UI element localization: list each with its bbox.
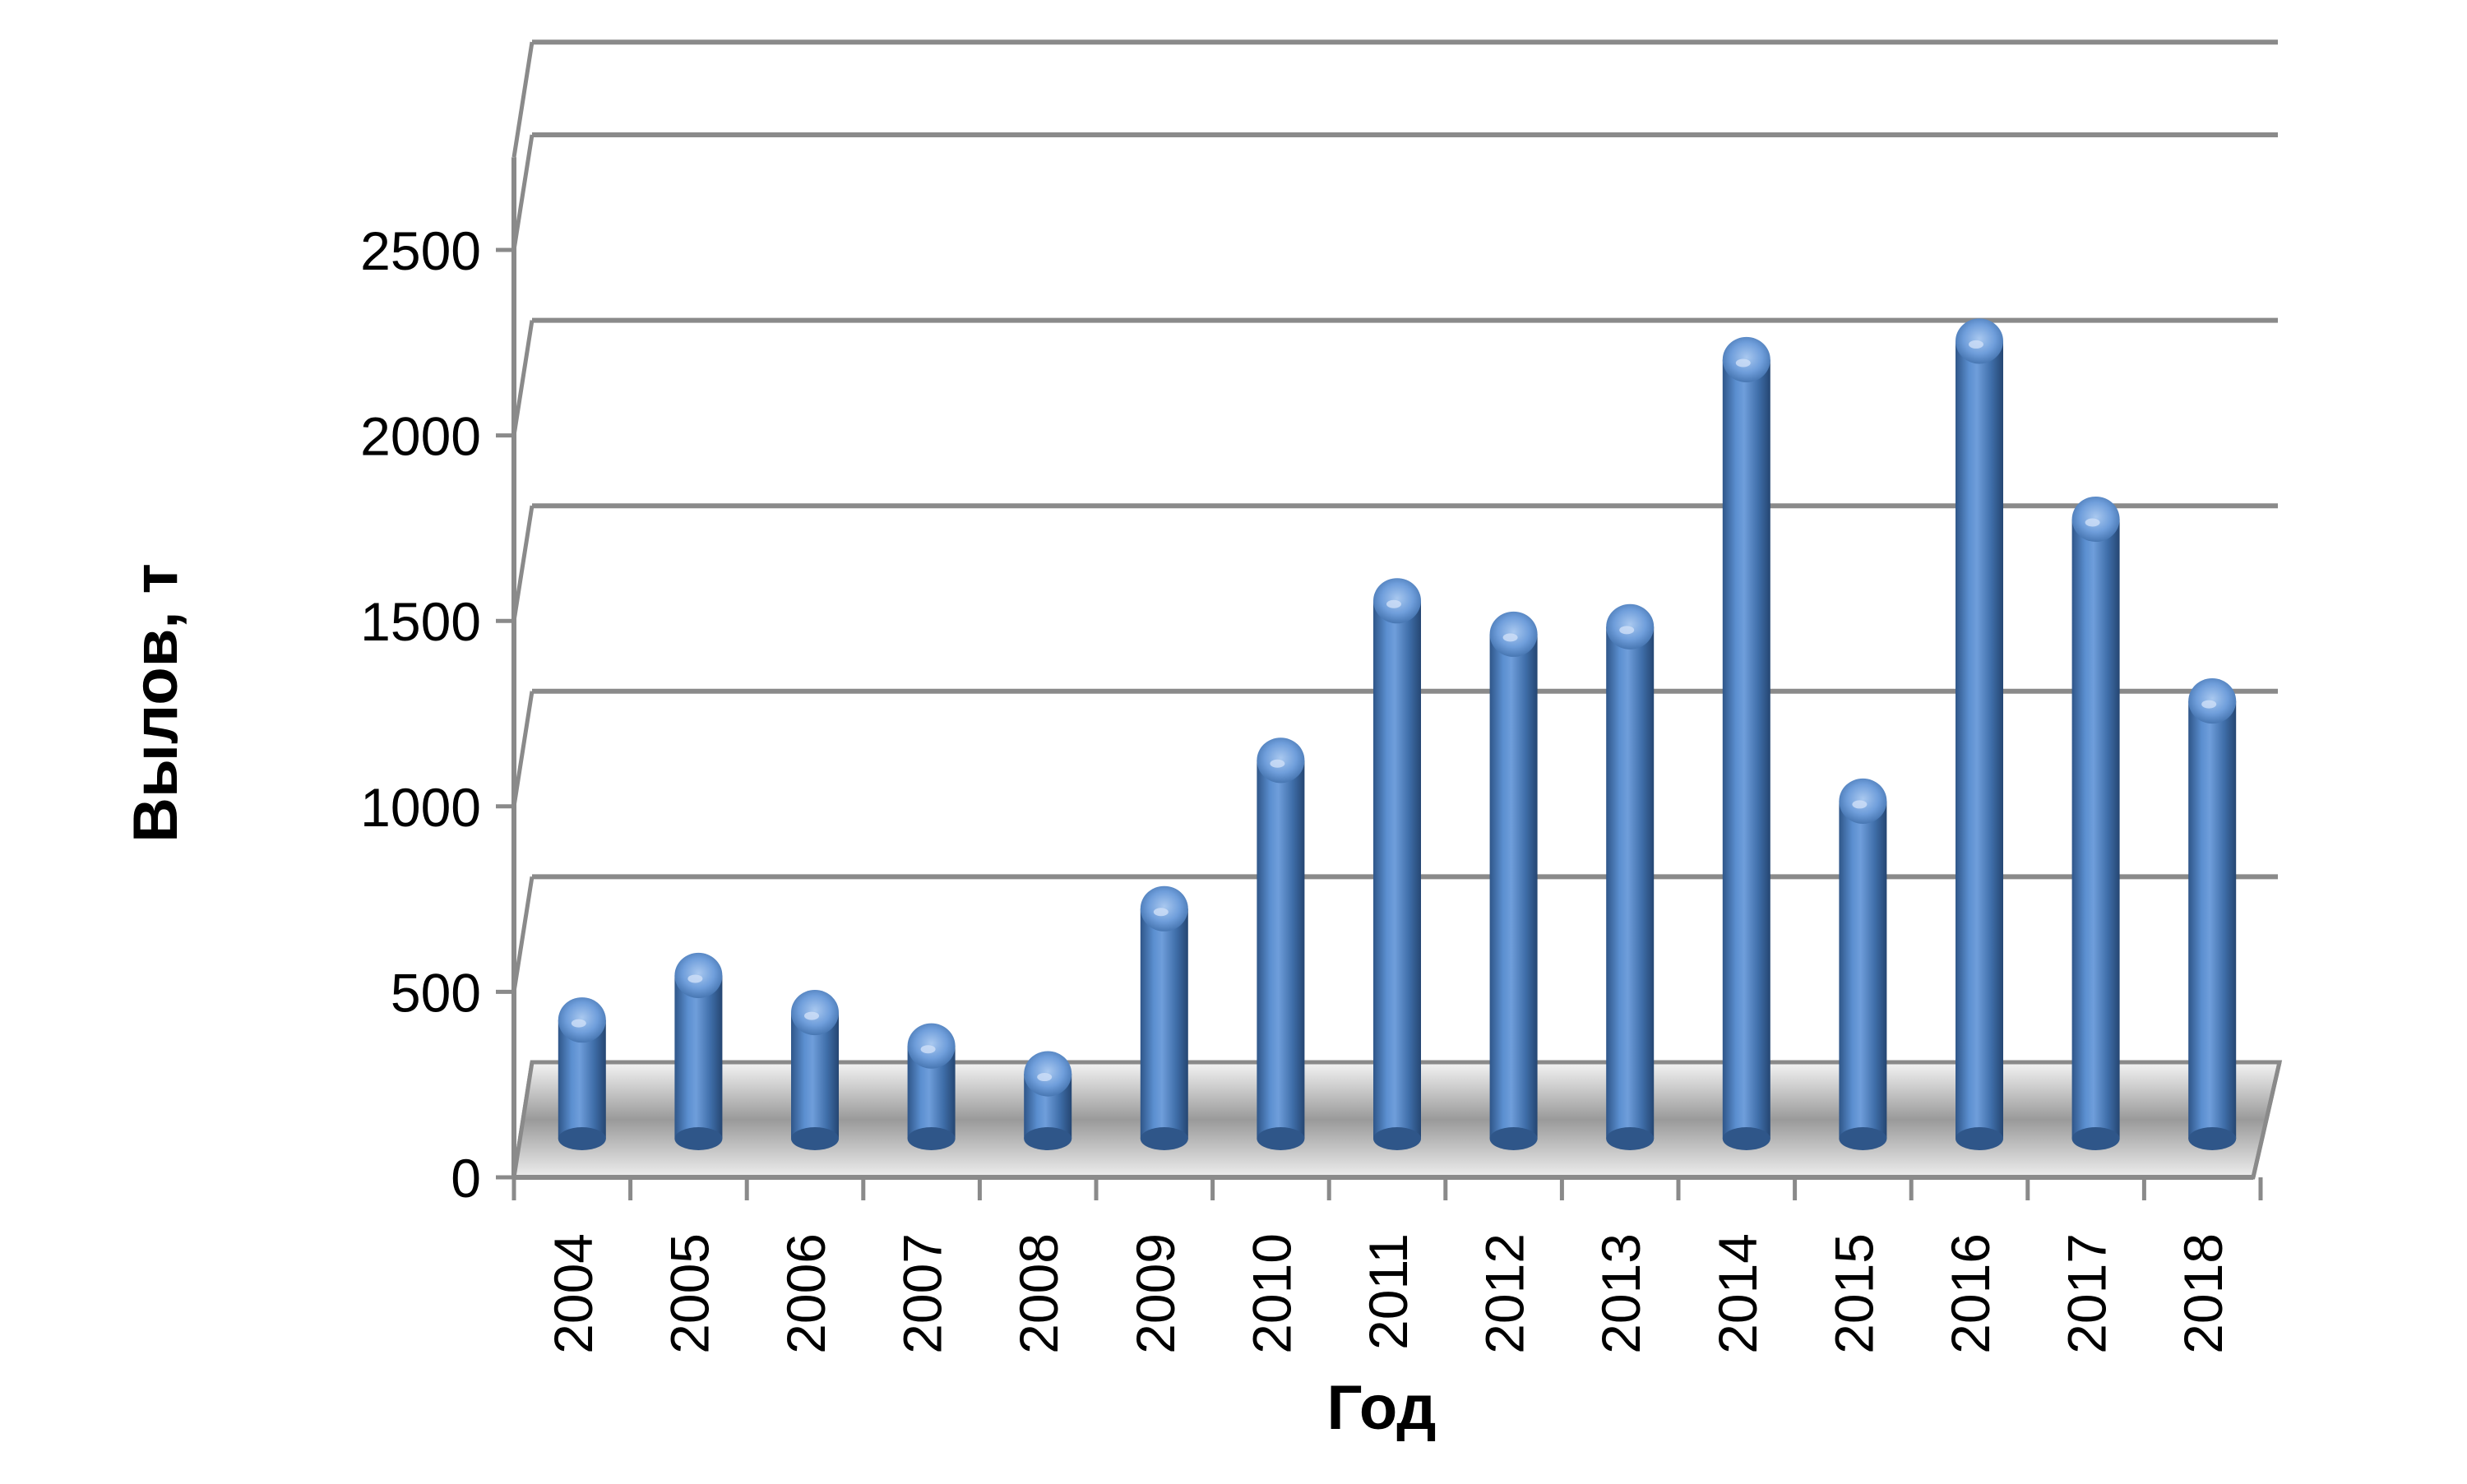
bar-base	[1024, 1127, 1072, 1150]
bar-base	[1489, 1127, 1538, 1150]
bar	[1024, 1051, 1072, 1150]
x-tick-label: 2007	[892, 1233, 953, 1354]
bar-body	[1257, 760, 1305, 1139]
bar-highlight	[804, 1011, 819, 1020]
y-tick-label: 2000	[360, 406, 481, 467]
bar-highlight	[1153, 908, 1169, 917]
x-tick-label: 2010	[1241, 1233, 1302, 1354]
bar-highlight	[687, 974, 703, 983]
bar	[791, 990, 839, 1150]
bar-highlight	[571, 1019, 586, 1028]
bar	[1373, 578, 1421, 1150]
x-tick-label: 2014	[1707, 1233, 1768, 1354]
bar-base	[1722, 1127, 1770, 1150]
bar-body	[1606, 626, 1655, 1139]
x-tick-label: 2011	[1358, 1233, 1419, 1350]
x-axis-ticks: 2004 2005 2006 2007 2008 2009 2010 2011 2012 2013…	[511, 1177, 2263, 1354]
x-tick-label: 2012	[1474, 1233, 1535, 1354]
axes	[511, 157, 2282, 1180]
bar	[907, 1023, 956, 1150]
bar-body	[1722, 359, 1770, 1140]
bar-highlight	[2201, 700, 2217, 709]
y-tick-label: 1500	[360, 591, 481, 652]
x-tick-label: 2015	[1823, 1233, 1884, 1354]
x-tick-label: 2005	[659, 1233, 720, 1354]
bar-body	[674, 975, 723, 1139]
side-gridline	[511, 505, 535, 622]
bar	[1489, 611, 1538, 1150]
bar-highlight	[1735, 358, 1751, 368]
x-tick-label: 2009	[1125, 1233, 1186, 1354]
y-tick-label: 2500	[360, 220, 481, 281]
bar-base	[674, 1127, 723, 1150]
bar-highlight	[2085, 518, 2100, 527]
bar	[558, 997, 606, 1150]
bar-base	[2071, 1127, 2120, 1150]
bar-body	[1373, 600, 1421, 1139]
bar-base	[791, 1127, 839, 1150]
side-gridline	[511, 876, 535, 992]
x-tick-label: 2004	[543, 1233, 604, 1354]
bar-highlight	[1619, 626, 1635, 635]
bar-highlight	[1037, 1073, 1053, 1082]
bar-body	[1956, 340, 2003, 1139]
x-tick-label: 2017	[2057, 1233, 2118, 1354]
bar-highlight	[1270, 759, 1285, 768]
bar-base	[1606, 1127, 1655, 1150]
bar-highlight	[920, 1045, 936, 1054]
bar-highlight	[1386, 599, 1401, 608]
bar	[2188, 678, 2237, 1150]
x-axis-title: Год	[1327, 1373, 1437, 1443]
bar-base	[1140, 1127, 1188, 1150]
side-gridline	[511, 691, 535, 807]
y-axis-ticks: 0 500 1000 1500 2000 2500	[360, 220, 514, 1209]
bar-base	[1839, 1127, 1887, 1150]
x-tick-label: 2013	[1590, 1233, 1651, 1354]
bar	[1839, 778, 1887, 1150]
bar-base	[2188, 1127, 2237, 1150]
bar	[1257, 737, 1305, 1150]
bar-base	[1956, 1127, 2003, 1150]
bar-body	[1140, 908, 1188, 1139]
bar-body	[1839, 801, 1887, 1139]
x-tick-label: 2018	[2173, 1233, 2233, 1354]
y-axis-title: Вылов, т	[121, 563, 191, 843]
bar	[1722, 336, 1770, 1150]
bar-body	[2071, 519, 2120, 1139]
side-gridline	[511, 320, 535, 436]
bar	[1956, 318, 2003, 1150]
x-tick-label: 2008	[1008, 1233, 1069, 1354]
bar	[674, 952, 723, 1150]
y-tick-label: 0	[451, 1148, 481, 1209]
bar-base	[558, 1127, 606, 1150]
bar-highlight	[1852, 800, 1868, 809]
bar-highlight	[1502, 633, 1518, 642]
side-gridline	[511, 41, 535, 158]
bar	[1140, 885, 1188, 1150]
bar-highlight	[1969, 340, 1983, 349]
y-tick-label: 1000	[360, 777, 481, 838]
floor-edge	[2251, 1061, 2282, 1178]
bar-base	[1257, 1127, 1305, 1150]
bar-base	[907, 1127, 956, 1150]
side-gridline	[511, 134, 535, 251]
y-tick-label: 500	[391, 962, 481, 1023]
x-tick-label: 2006	[775, 1233, 836, 1354]
bars	[558, 318, 2237, 1150]
bar	[1606, 603, 1655, 1150]
bar-body	[2188, 700, 2237, 1139]
bar	[2071, 496, 2120, 1150]
bar-base	[1373, 1127, 1421, 1150]
bar-body	[1489, 634, 1538, 1139]
x-tick-label: 2016	[1940, 1233, 2001, 1354]
